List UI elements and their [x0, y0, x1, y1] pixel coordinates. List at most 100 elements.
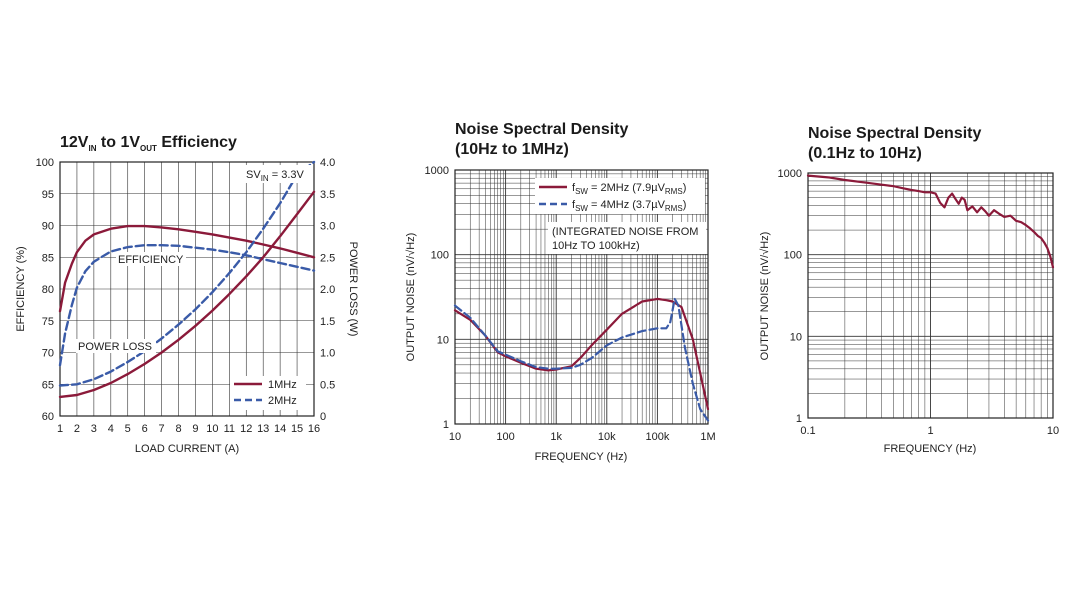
- x-tick-label: 4: [108, 423, 114, 435]
- efficiency-annotation: EFFICIENCY: [118, 254, 184, 266]
- x-tick-label: 8: [175, 423, 181, 435]
- y-tick-label: 100: [431, 250, 449, 262]
- x-tick-label: 1k: [550, 431, 562, 443]
- legend-label-4mhz: fSW = 4MHz (3.7µVRMS): [572, 199, 686, 213]
- noise-chart-1-y-ticks: 1 10 100 1000: [425, 165, 449, 431]
- y2-tick-label: 1.0: [320, 348, 335, 360]
- power-loss-1mhz-line: [58, 190, 316, 399]
- y-tick-label: 70: [42, 348, 54, 360]
- y2-tick-label: 0: [320, 411, 326, 423]
- x-tick-label: 1: [57, 423, 63, 435]
- legend-bg: [535, 178, 705, 214]
- y-tick-label: 1: [443, 419, 449, 431]
- efficiency-chart-x-ticks: 1 2 3 4 5 6 7 8 9 10 11 12 13 14 15 16: [57, 423, 320, 435]
- legend-bg: [230, 376, 306, 410]
- x-tick-label: 100: [496, 431, 514, 443]
- noise-chart-2-x-label: FREQUENCY (Hz): [884, 443, 977, 455]
- x-tick-label: 10: [206, 423, 218, 435]
- x-tick-label: 16: [308, 423, 320, 435]
- x-tick-label: 15: [291, 423, 303, 435]
- noise-chart-2-title-line2: (0.1Hz to 10Hz): [808, 145, 922, 162]
- noise-chart-1-x-label: FREQUENCY (Hz): [535, 451, 628, 463]
- y-tick-label: 90: [42, 221, 54, 233]
- efficiency-1mhz-line: [58, 224, 316, 313]
- noise-chart-2-grid: [807, 173, 1053, 419]
- x-tick-label: 12: [240, 423, 252, 435]
- y2-tick-label: 3.5: [320, 189, 335, 201]
- integrated-noise-note-bg: [548, 222, 706, 254]
- x-tick-label: 1: [927, 425, 933, 437]
- efficiency-chart-y2-ticks: 0 0.5 1.0 1.5 2.0 2.5 3.0 3.5 4.0: [320, 157, 335, 423]
- y-tick-label: 1: [796, 413, 802, 425]
- legend-label-1mhz: 1MHz: [268, 379, 297, 391]
- y-tick-label: 10: [437, 334, 449, 346]
- noise-chart-2-title-line1: Noise Spectral Density: [808, 125, 982, 142]
- x-tick-label: 11: [224, 423, 235, 435]
- y2-tick-label: 0.5: [320, 379, 335, 391]
- x-tick-label: 10: [1047, 425, 1059, 437]
- x-tick-label: 1M: [700, 431, 715, 443]
- efficiency-chart-y-ticks: 60 65 70 75 80 85 90 95 100: [36, 157, 54, 423]
- x-tick-label: 3: [91, 423, 97, 435]
- x-tick-label: 5: [125, 423, 131, 435]
- y2-tick-label: 3.0: [320, 221, 335, 233]
- low-freq-noise-line: [806, 174, 1055, 269]
- integrated-noise-note-line2: 10Hz TO 100kHz): [552, 240, 640, 252]
- noise-chart-2-x-ticks: 0.1 1 10: [800, 425, 1059, 437]
- efficiency-chart-legend: 1MHz 2MHz: [230, 376, 306, 410]
- noise-chart-2-y-ticks: 1 10 100 1000: [778, 168, 802, 425]
- x-tick-label: 14: [274, 423, 286, 435]
- y2-tick-label: 4.0: [320, 157, 335, 169]
- y-tick-label: 100: [784, 250, 802, 262]
- noise-chart-1-title-line1: Noise Spectral Density: [455, 121, 629, 138]
- legend-label-2mhz: 2MHz: [268, 395, 297, 407]
- noise-chart-1-y-label: OUTPUT NOISE (nV/√Hz): [405, 233, 417, 362]
- x-tick-label: 2: [74, 423, 80, 435]
- noise-chart-2-series: [806, 174, 1055, 269]
- noise-series-1-line: [453, 297, 710, 411]
- y-tick-label: 75: [42, 316, 54, 328]
- x-tick-label: 9: [192, 423, 198, 435]
- x-tick-label: 7: [159, 423, 165, 435]
- legend-label-2mhz: fSW = 2MHz (7.9µVRMS): [572, 182, 686, 196]
- x-tick-label: 13: [257, 423, 269, 435]
- noise-chart-1-frame: [454, 169, 709, 425]
- noise-chart-1-x-ticks: 10 100 1k 10k 100k 1M: [449, 431, 716, 443]
- noise-chart-1-series: [453, 297, 710, 422]
- noise-chart-2-y-label: OUTPUT NOISE (nV/√Hz): [759, 232, 771, 361]
- y-tick-label: 60: [42, 411, 54, 423]
- efficiency-chart-y-label: EFFICIENCY (%): [15, 246, 27, 331]
- x-tick-label: 0.1: [800, 425, 815, 437]
- power-loss-annotation: POWER LOSS: [78, 341, 152, 353]
- y-tick-label: 80: [42, 284, 54, 296]
- efficiency-chart-frame: [59, 161, 315, 417]
- x-tick-label: 10k: [598, 431, 616, 443]
- efficiency-chart-x-label: LOAD CURRENT (A): [135, 443, 239, 455]
- power-loss-2mhz-line: [58, 160, 316, 387]
- x-tick-label: 6: [142, 423, 148, 435]
- noise-chart-1-legend: fSW = 2MHz (7.9µVRMS) fSW = 4MHz (3.7µVR…: [535, 178, 705, 214]
- y-tick-label: 95: [42, 189, 54, 201]
- y-tick-label: 1000: [425, 165, 449, 177]
- efficiency-chart-series: [58, 160, 316, 399]
- sv-annotation-bg: [240, 165, 312, 183]
- y-tick-label: 1000: [778, 168, 802, 180]
- x-tick-label: 100k: [645, 431, 669, 443]
- x-tick-label: 10: [449, 431, 461, 443]
- y-tick-label: 85: [42, 252, 54, 264]
- efficiency-chart-y2-label: POWER LOSS (W): [347, 242, 359, 337]
- efficiency-chart-title: 12VIN to 1VOUT Efficiency: [60, 134, 237, 153]
- y-tick-label: 10: [790, 331, 802, 343]
- noise-chart-2-frame: [807, 172, 1054, 419]
- sv-annotation: SVIN = 3.3V: [246, 169, 305, 183]
- noise-series-2-line: [453, 297, 710, 422]
- y-tick-label: 100: [36, 157, 54, 169]
- noise-density-chart-low: Noise Spectral Density (0.1Hz to 10Hz) 0…: [759, 125, 1059, 455]
- noise-chart-1-title-line2: (10Hz to 1MHz): [455, 141, 569, 158]
- efficiency-2mhz-line: [58, 243, 316, 367]
- power-loss-annotation-bg: [76, 339, 156, 353]
- y-tick-label: 65: [42, 379, 54, 391]
- y2-tick-label: 2.5: [320, 252, 335, 264]
- noise-density-chart-wide: Noise Spectral Density (10Hz to 1MHz) 10…: [405, 121, 716, 463]
